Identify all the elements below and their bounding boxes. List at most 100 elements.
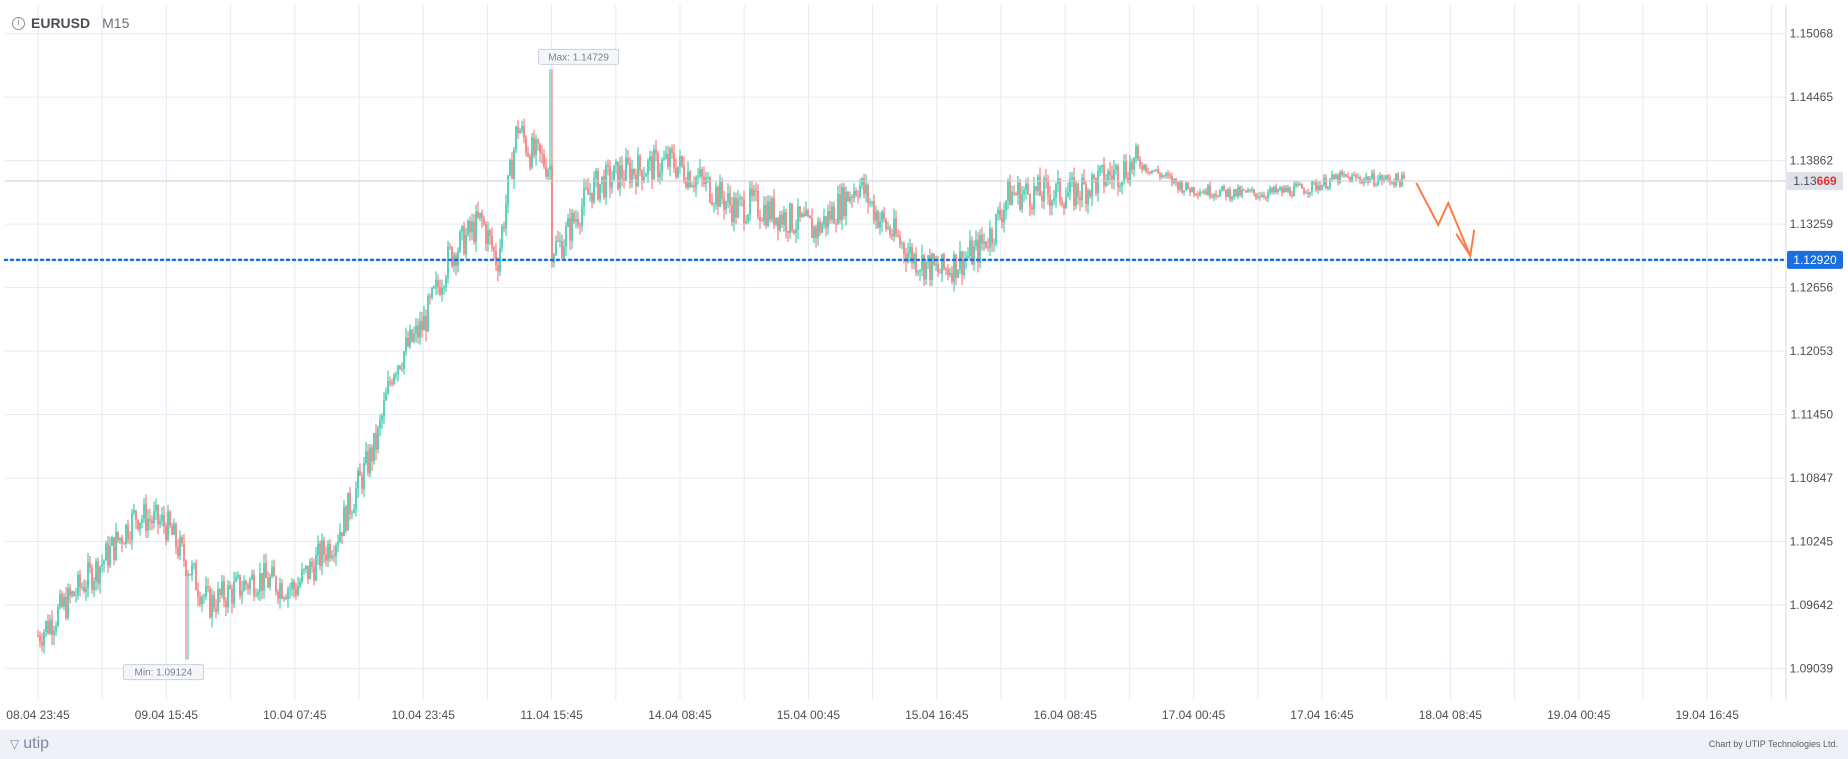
candle-body (1113, 169, 1115, 180)
candle-body (205, 586, 207, 596)
candle-body (1151, 170, 1153, 174)
candle-body (495, 250, 497, 266)
candle-body (863, 178, 865, 195)
candle-body (947, 268, 949, 275)
candle-body (1297, 183, 1299, 186)
candle-body (433, 286, 435, 288)
candle-body (1085, 184, 1087, 205)
candle-body (503, 226, 505, 229)
candle-body (1123, 161, 1125, 183)
candle-body (1277, 189, 1279, 192)
candle-body (951, 272, 953, 282)
candle-body (871, 201, 873, 203)
candle-body (527, 152, 529, 157)
candle-body (755, 190, 757, 192)
candle-body (187, 574, 189, 576)
candle-body (135, 510, 137, 520)
candle-body (139, 522, 141, 530)
candle-body (963, 259, 965, 275)
candle-body (1161, 175, 1163, 177)
candle-body (407, 337, 409, 347)
candle-body (269, 577, 271, 588)
candle-body (1069, 179, 1071, 193)
candle-body (1171, 175, 1173, 184)
candle-body (159, 521, 161, 525)
candle-body (1399, 180, 1401, 187)
candle-body (1035, 186, 1037, 192)
candle-body (1187, 182, 1189, 190)
candle-body (587, 188, 589, 195)
candle-body (1335, 175, 1337, 180)
candle-body (489, 230, 491, 236)
info-icon[interactable]: i (12, 16, 25, 30)
candle-body (1071, 177, 1073, 180)
candle-body (303, 569, 305, 571)
candle-body (189, 574, 191, 576)
candle-body (1333, 174, 1335, 180)
candle-body (471, 221, 473, 233)
candle-body (1205, 191, 1207, 195)
candle-body (1045, 178, 1047, 182)
candle-body (443, 287, 445, 289)
min-marker-label: Min: 1.09124 (134, 668, 192, 679)
candle-body (597, 170, 599, 200)
candle-body (1081, 178, 1083, 201)
candle-body (321, 540, 323, 567)
candle-body (637, 155, 639, 187)
candle-body (277, 591, 279, 599)
candle-body (1243, 189, 1245, 191)
candle-body (345, 506, 347, 531)
candle-body (467, 221, 469, 235)
candle-body (1327, 186, 1329, 189)
candle-body (341, 531, 343, 537)
candle-body (247, 584, 249, 590)
y-tick-label: 1.14465 (1790, 90, 1834, 104)
candle-body (291, 581, 293, 589)
candle-body (1207, 185, 1209, 195)
candle-body (579, 225, 581, 227)
candle-body (765, 205, 767, 226)
candle-body (1375, 184, 1377, 186)
candle-body (547, 169, 549, 177)
candle-body (487, 230, 489, 245)
candle-body (935, 264, 937, 266)
candle-body (281, 583, 283, 599)
candle-body (81, 586, 83, 588)
candle-body (1223, 186, 1225, 190)
candle-body (1015, 193, 1017, 196)
candle-body (209, 588, 211, 618)
candle-body (743, 199, 745, 224)
candle-body (1381, 175, 1383, 182)
candle-body (727, 193, 729, 202)
candle-body (1103, 164, 1105, 186)
candle-body (1167, 173, 1169, 176)
level-badge[interactable] (1787, 250, 1843, 269)
candle-body (39, 636, 41, 643)
candle-body (47, 621, 49, 634)
candle-body (667, 153, 669, 167)
candle-body (107, 543, 109, 566)
candle-body (287, 589, 289, 599)
candle-body (1145, 164, 1147, 172)
candle-body (1041, 195, 1043, 202)
candle-body (745, 221, 747, 224)
candle-body (1051, 200, 1053, 207)
candle-body (357, 470, 359, 489)
candle-body (891, 234, 893, 237)
candle-body (171, 525, 173, 535)
candle-body (1275, 186, 1277, 192)
candle-body (983, 241, 985, 244)
candle-body (115, 531, 117, 560)
candle-body (395, 374, 397, 376)
candle-body (219, 589, 221, 596)
candle-body (861, 178, 863, 186)
timeframe-label[interactable]: M15 (102, 15, 130, 31)
candle-body (885, 218, 887, 229)
candle-body (437, 279, 439, 288)
candle-body (849, 196, 851, 202)
candle-body (149, 518, 151, 521)
candle-body (97, 561, 99, 584)
annotation-zigzag-arrow[interactable] (1415, 182, 1472, 257)
